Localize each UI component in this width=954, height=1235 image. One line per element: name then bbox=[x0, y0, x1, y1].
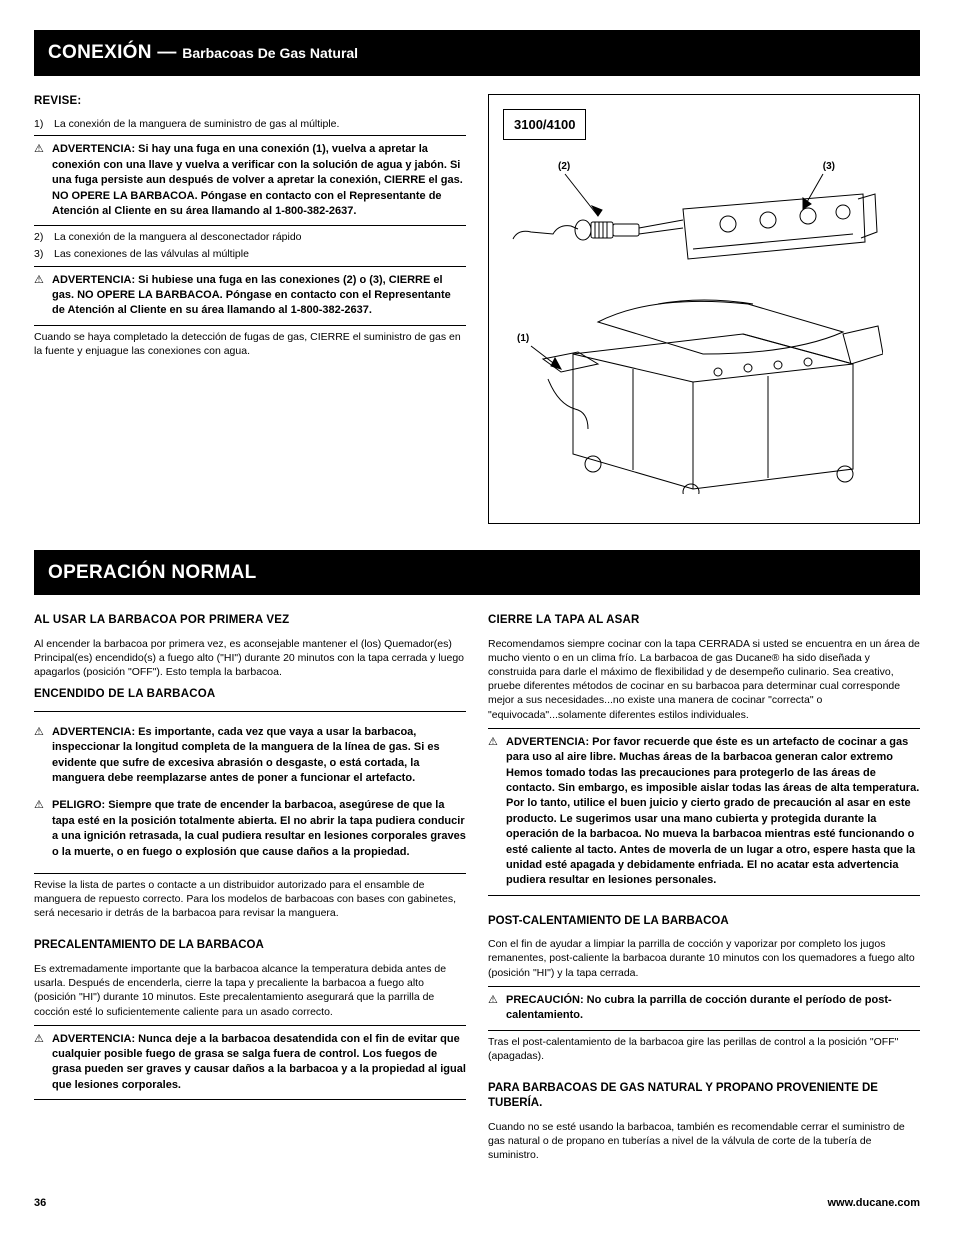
grill-diagram-svg bbox=[503, 154, 883, 494]
h-encendido: ENCENDIDO DE LA BARBACOA bbox=[34, 687, 466, 703]
p-revise-partes: Revise la lista de partes o contacte a u… bbox=[34, 878, 466, 921]
warning-text: ADVERTENCIA: Por favor recuerde que éste… bbox=[506, 735, 920, 889]
warn-precalentamiento: ⚠ ADVERTENCIA: Nunca deje a la barbacoa … bbox=[34, 1025, 466, 1101]
p-precalentamiento: Es extremadamente importante que la barb… bbox=[34, 962, 466, 1019]
rule bbox=[34, 868, 466, 874]
warning-text: PELIGRO: Siempre que trate de encender l… bbox=[52, 798, 466, 860]
section-header-conexion: CONEXIÓN — Barbacoas De Gas Natural bbox=[34, 30, 920, 76]
p-primera-vez: Al encender la barbacoa por primera vez,… bbox=[34, 637, 466, 680]
warn-precaucion: ⚠ PRECAUCIÓN: No cubra la parrilla de co… bbox=[488, 986, 920, 1031]
header-main: OPERACIÓN NORMAL bbox=[48, 562, 257, 583]
item-text: Las conexiones de las válvulas al múltip… bbox=[54, 247, 466, 261]
model-badge: 3100/4100 bbox=[503, 109, 586, 141]
warning-icon: ⚠ bbox=[488, 993, 506, 1024]
h-precalentamiento: PRECALENTAMIENTO DE LA BARBACOA bbox=[34, 938, 466, 954]
item-number: 3) bbox=[34, 247, 54, 261]
conexion-columns: REVISE: 1) La conexión de la manguera de… bbox=[34, 94, 920, 524]
warning-text: PRECAUCIÓN: No cubra la parrilla de cocc… bbox=[506, 993, 920, 1024]
section-operacion: OPERACIÓN NORMAL AL USAR LA BARBACOA POR… bbox=[34, 550, 920, 1169]
warning-icon: ⚠ bbox=[34, 725, 52, 787]
warning-text: ADVERTENCIA: Si hay una fuga en una cone… bbox=[52, 142, 466, 219]
p-post-calentamiento: Con el fin de ayudar a limpiar la parril… bbox=[488, 937, 920, 980]
header-sub: Barbacoas De Gas Natural bbox=[182, 45, 358, 61]
warning-1: ⚠ ADVERTENCIA: Si hay una fuga en una co… bbox=[34, 135, 466, 226]
warning-text: ADVERTENCIA: Es importante, cada vez que… bbox=[52, 725, 466, 787]
item-number: 1) bbox=[34, 117, 54, 131]
footer-url: www.ducane.com bbox=[827, 1196, 920, 1211]
page-number: 36 bbox=[34, 1196, 46, 1211]
diagram-area: (2) (3) (1) bbox=[503, 154, 905, 494]
diagram-box: 3100/4100 (2) (3) (1) bbox=[488, 94, 920, 524]
h-primera-vez: AL USAR LA BARBACOA POR PRIMERA VEZ bbox=[34, 613, 466, 629]
warning-icon: ⚠ bbox=[34, 273, 52, 319]
revise-item-1: 1) La conexión de la manguera de suminis… bbox=[34, 117, 466, 131]
h-cierre-tapa: CIERRE LA TAPA AL ASAR bbox=[488, 613, 920, 629]
page-footer: 36 www.ducane.com bbox=[34, 1196, 920, 1211]
operacion-left: AL USAR LA BARBACOA POR PRIMERA VEZ Al e… bbox=[34, 613, 466, 1168]
warn-aire-libre: ⚠ ADVERTENCIA: Por favor recuerde que és… bbox=[488, 728, 920, 896]
item-text: La conexión de la manguera al desconecta… bbox=[54, 230, 466, 244]
warning-2: ⚠ ADVERTENCIA: Si hubiese una fuga en la… bbox=[34, 266, 466, 326]
revise-heading: REVISE: bbox=[34, 94, 466, 110]
revise-item-3: 3) Las conexiones de las válvulas al múl… bbox=[34, 247, 466, 261]
header-main: CONEXIÓN — bbox=[48, 42, 182, 63]
rule bbox=[34, 711, 466, 717]
item-number: 2) bbox=[34, 230, 54, 244]
section-header-operacion: OPERACIÓN NORMAL bbox=[34, 550, 920, 596]
revise-after: Cuando se haya completado la detección d… bbox=[34, 330, 466, 358]
h-post-calentamiento: POST-CALENTAMIENTO DE LA BARBACOA bbox=[488, 914, 920, 930]
revise-item-2: 2) La conexión de la manguera al descone… bbox=[34, 230, 466, 244]
h-gas-natural-propano: PARA BARBACOAS DE GAS NATURAL Y PROPANO … bbox=[488, 1081, 920, 1112]
warning-text: ADVERTENCIA: Nunca deje a la barbacoa de… bbox=[52, 1032, 466, 1094]
warning-icon: ⚠ bbox=[34, 798, 52, 860]
warning-text: ADVERTENCIA: Si hubiese una fuga en las … bbox=[52, 273, 466, 319]
warning-icon: ⚠ bbox=[34, 1032, 52, 1094]
p-tras-post: Tras el post-calentamiento de la barbaco… bbox=[488, 1035, 920, 1063]
p-gas-natural-propano: Cuando no se esté usando la barbacoa, ta… bbox=[488, 1120, 920, 1163]
conexion-left: REVISE: 1) La conexión de la manguera de… bbox=[34, 94, 466, 524]
conexion-right: 3100/4100 (2) (3) (1) bbox=[488, 94, 920, 524]
warn-encendido-1: ⚠ ADVERTENCIA: Es importante, cada vez q… bbox=[34, 721, 466, 791]
warning-icon: ⚠ bbox=[488, 735, 506, 889]
warning-icon: ⚠ bbox=[34, 142, 52, 219]
warn-encendido-2: ⚠ PELIGRO: Siempre que trate de encender… bbox=[34, 794, 466, 864]
operacion-columns: AL USAR LA BARBACOA POR PRIMERA VEZ Al e… bbox=[34, 613, 920, 1168]
item-text: La conexión de la manguera de suministro… bbox=[54, 117, 466, 131]
p-cierre-tapa: Recomendamos siempre cocinar con la tapa… bbox=[488, 637, 920, 722]
operacion-right: CIERRE LA TAPA AL ASAR Recomendamos siem… bbox=[488, 613, 920, 1168]
